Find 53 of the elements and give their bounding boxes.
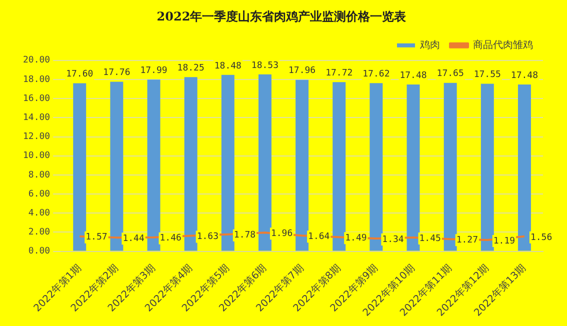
data-label: 1.45	[419, 234, 441, 244]
y-tick-label: 20.00	[23, 56, 50, 66]
bar	[518, 84, 531, 251]
chart-title: 2022年一季度山东省肉鸡产业监测价格一览表	[156, 9, 408, 24]
y-tick-label: 10.00	[23, 151, 50, 162]
data-label: 17.48	[510, 70, 538, 81]
data-label: 17.48	[400, 70, 427, 81]
legend-label: 商品代肉雏鸡	[473, 38, 533, 51]
data-label: 1.46	[160, 234, 182, 244]
y-tick-label: 18.00	[23, 74, 50, 85]
data-label: 1.49	[345, 233, 367, 244]
data-label: 1.63	[196, 232, 219, 242]
y-tick-label: 4.00	[28, 208, 50, 218]
data-label: 1.44	[122, 234, 144, 244]
bar	[184, 77, 198, 251]
data-label: 1.19	[493, 236, 516, 246]
data-label: 18.53	[251, 60, 279, 71]
data-label: 18.48	[214, 61, 242, 72]
bar	[221, 74, 234, 251]
bar	[370, 83, 383, 251]
y-tick-label: 6.00	[28, 189, 50, 200]
data-label: 1.57	[86, 232, 108, 243]
bar	[147, 80, 160, 251]
bar	[480, 84, 494, 251]
bar	[332, 82, 346, 251]
bar	[406, 84, 420, 251]
data-label: 17.62	[362, 69, 390, 80]
y-tick-label: 14.00	[23, 113, 50, 124]
bar	[444, 82, 457, 251]
data-label: 17.65	[436, 69, 464, 80]
data-label: 1.78	[234, 230, 256, 241]
data-label: 1.96	[270, 228, 293, 239]
data-label: 1.56	[530, 232, 552, 243]
data-label: 1.64	[308, 232, 330, 242]
data-label: 18.25	[177, 63, 204, 74]
y-tick-label: 16.00	[23, 94, 50, 104]
y-tick-label: 12.00	[23, 132, 50, 142]
bar	[73, 83, 86, 251]
bar	[110, 82, 124, 251]
data-label: 17.76	[103, 68, 130, 78]
bar	[296, 80, 309, 251]
y-tick-label: 2.00	[28, 228, 50, 238]
legend-label: 鸡肉	[419, 40, 440, 51]
y-tick-label: 8.00	[28, 170, 50, 180]
bar	[258, 74, 272, 251]
data-label: 1.34	[382, 234, 404, 245]
data-label: 17.60	[66, 70, 94, 80]
y-tick-label: 0.00	[28, 246, 50, 257]
data-label: 17.96	[288, 66, 316, 76]
data-label: 17.99	[140, 66, 168, 76]
data-label: 17.72	[326, 68, 353, 79]
data-label: 17.55	[474, 70, 501, 80]
data-label: 1.27	[456, 236, 478, 246]
